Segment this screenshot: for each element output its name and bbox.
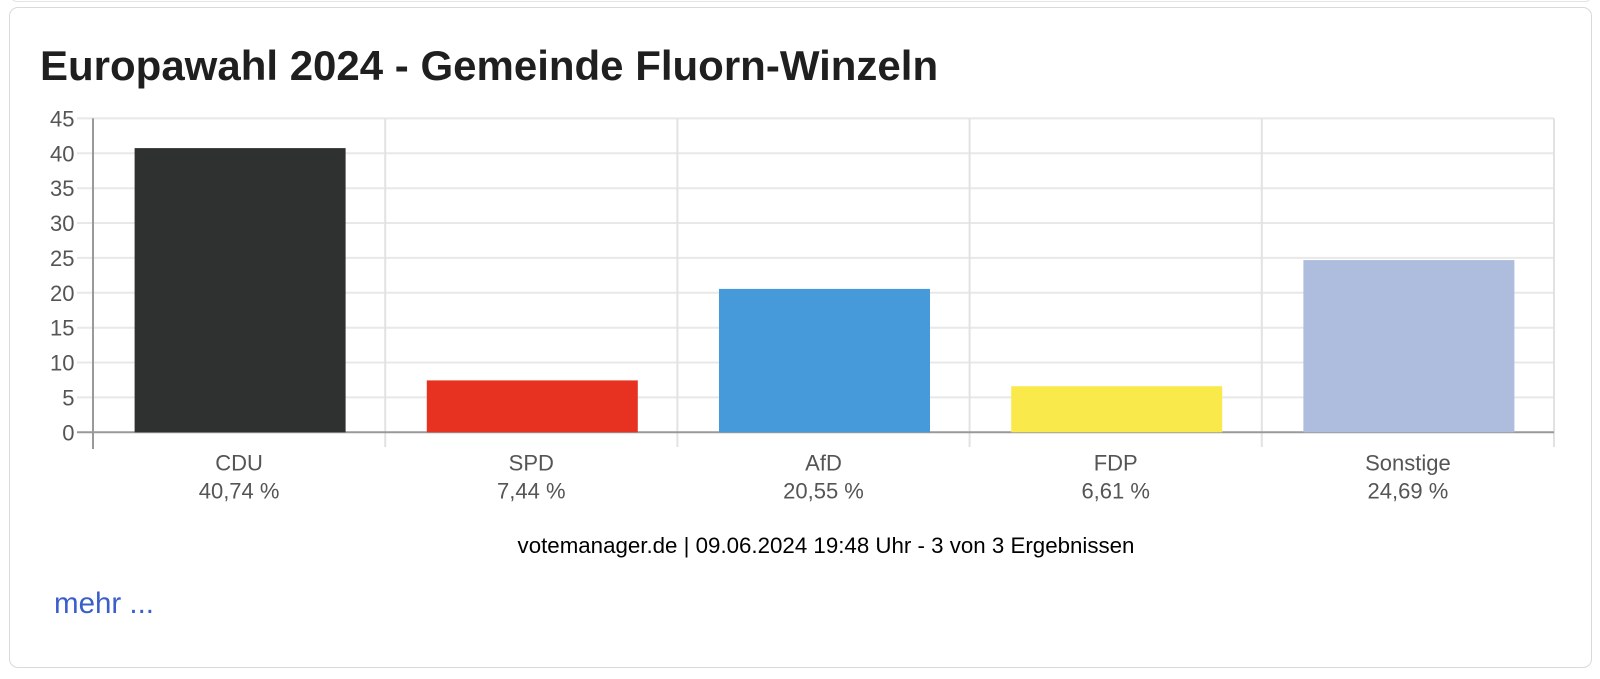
svg-text:Sonstige: Sonstige: [1365, 451, 1451, 476]
svg-text:6,61 %: 6,61 %: [1081, 479, 1150, 504]
svg-text:0: 0: [62, 420, 74, 445]
svg-text:FDP: FDP: [1094, 451, 1138, 476]
svg-text:40,74 %: 40,74 %: [199, 479, 280, 504]
svg-text:35: 35: [50, 176, 74, 201]
svg-text:SPD: SPD: [509, 451, 554, 476]
svg-text:45: 45: [50, 106, 74, 131]
svg-text:20,55 %: 20,55 %: [783, 479, 864, 504]
svg-text:20: 20: [50, 281, 74, 306]
svg-text:25: 25: [50, 246, 74, 271]
svg-text:40: 40: [50, 141, 74, 166]
svg-text:votemanager.de | 09.06.2024 19: votemanager.de | 09.06.2024 19:48 Uhr - …: [518, 533, 1135, 558]
svg-text:10: 10: [50, 351, 74, 376]
svg-text:7,44 %: 7,44 %: [497, 479, 566, 504]
svg-text:30: 30: [50, 211, 74, 236]
svg-text:5: 5: [62, 385, 74, 410]
svg-text:CDU: CDU: [215, 451, 263, 476]
svg-text:AfD: AfD: [805, 451, 842, 476]
svg-text:24,69 %: 24,69 %: [1368, 479, 1449, 504]
svg-text:15: 15: [50, 316, 74, 341]
